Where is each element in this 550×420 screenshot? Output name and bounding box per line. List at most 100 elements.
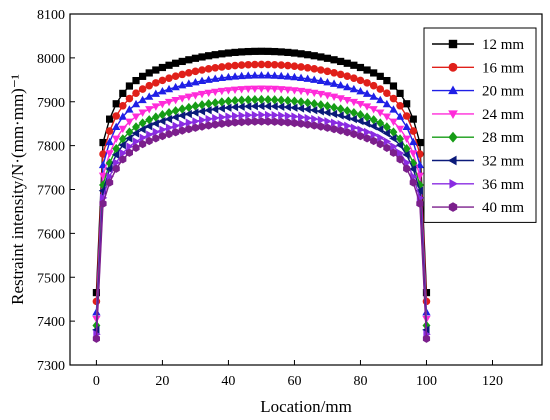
data-point <box>191 123 200 132</box>
data-point <box>178 81 187 89</box>
data-point <box>146 130 154 139</box>
data-point <box>369 115 378 125</box>
data-point <box>224 96 233 106</box>
data-point <box>323 77 332 86</box>
data-point <box>409 127 418 135</box>
data-point <box>205 114 213 124</box>
legend-label: 12 mm <box>482 37 524 53</box>
data-point <box>211 120 219 129</box>
data-point <box>396 155 404 164</box>
data-point <box>270 85 279 94</box>
data-point <box>309 106 318 115</box>
data-point <box>119 155 127 164</box>
x-axis-title: Location/mm <box>260 397 352 416</box>
data-point <box>198 100 206 110</box>
data-point <box>178 104 187 114</box>
data-point <box>113 158 121 167</box>
data-point <box>217 104 225 113</box>
data-point <box>349 114 357 124</box>
data-point <box>250 94 259 105</box>
data-point <box>139 139 147 149</box>
data-point <box>218 63 226 71</box>
data-point <box>139 133 147 142</box>
data-point <box>317 115 326 125</box>
data-point <box>230 72 240 80</box>
data-point <box>343 72 352 80</box>
data-point <box>329 109 338 119</box>
data-point <box>218 113 227 122</box>
data-point <box>415 172 425 181</box>
data-point <box>105 164 113 174</box>
data-point <box>337 57 345 66</box>
data-point <box>316 76 325 85</box>
data-point <box>284 111 293 121</box>
data-point <box>290 96 299 106</box>
data-point <box>264 117 272 126</box>
y-tick-label: 8100 <box>37 8 65 23</box>
data-point <box>237 95 246 105</box>
data-point <box>152 127 161 137</box>
data-point <box>303 64 312 72</box>
data-point <box>185 118 194 127</box>
data-point <box>132 89 140 97</box>
data-point <box>126 142 134 151</box>
data-point <box>178 70 187 79</box>
data-point <box>316 90 325 99</box>
data-point <box>197 76 207 85</box>
data-point <box>112 164 120 173</box>
data-point <box>409 178 417 187</box>
data-point <box>145 106 154 114</box>
data-point <box>370 136 378 146</box>
data-point <box>403 100 411 108</box>
data-point <box>152 66 160 74</box>
data-point <box>323 108 331 117</box>
data-point <box>237 86 246 94</box>
data-point <box>330 56 338 64</box>
data-point <box>243 102 252 111</box>
data-point <box>389 134 397 143</box>
data-point <box>350 123 359 132</box>
data-point <box>277 48 285 56</box>
data-point <box>145 69 153 77</box>
y-axis-title: Restraint intensity/N·(mm·mm)⁻¹ <box>8 74 27 305</box>
legend-label: 32 mm <box>482 154 524 170</box>
series-16-mm <box>92 60 431 306</box>
series-line <box>95 98 428 326</box>
data-point <box>92 334 100 343</box>
data-point <box>112 100 120 108</box>
data-point <box>211 51 219 59</box>
data-point <box>257 71 266 79</box>
y-tick-label: 7300 <box>37 359 65 374</box>
data-point <box>125 148 133 157</box>
data-point <box>263 102 272 111</box>
data-point <box>310 65 319 73</box>
data-point <box>422 334 431 343</box>
data-point <box>362 89 372 97</box>
data-point <box>158 100 167 109</box>
data-point <box>159 125 167 134</box>
data-point <box>336 104 345 114</box>
data-point <box>382 122 391 132</box>
data-point <box>224 62 233 70</box>
data-point <box>112 135 121 144</box>
data-point <box>151 103 160 111</box>
data-point <box>244 95 253 105</box>
data-point <box>224 72 233 81</box>
data-point <box>323 123 332 132</box>
data-point <box>105 150 114 158</box>
data-point <box>145 136 153 146</box>
data-point <box>343 106 352 116</box>
data-point <box>376 95 385 104</box>
data-point <box>198 53 206 61</box>
data-point <box>357 125 365 134</box>
data-point <box>344 121 352 130</box>
data-point <box>138 118 147 128</box>
legend-box <box>423 27 537 223</box>
data-point <box>395 141 404 150</box>
data-point <box>271 47 279 56</box>
data-point <box>329 93 339 102</box>
data-point <box>106 178 114 187</box>
x-tick-label: 0 <box>93 374 100 389</box>
data-point <box>171 82 180 91</box>
data-point <box>363 134 371 143</box>
